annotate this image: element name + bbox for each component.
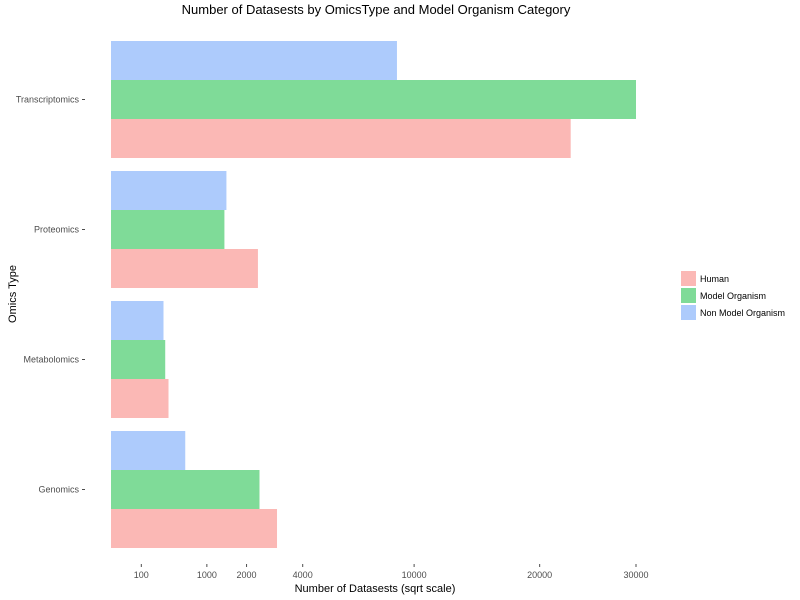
legend-swatch-non-model-organism xyxy=(681,305,696,320)
bar-genomics-non-model-organism xyxy=(111,431,186,470)
x-tick-label-4000: 4000 xyxy=(293,570,313,580)
legend: Human Model Organism Non Model Organism xyxy=(681,271,785,320)
bar-metabolomics-non-model-organism xyxy=(111,301,164,340)
legend-swatch-model-organism xyxy=(681,288,696,303)
bar-proteomics-human xyxy=(111,249,258,288)
x-tick-label-100: 100 xyxy=(134,570,149,580)
x-axis: 100 1000 2000 4000 10000 20000 30000 xyxy=(134,564,649,580)
x-tick-label-10000: 10000 xyxy=(402,570,427,580)
legend-label-human: Human xyxy=(700,274,729,284)
bars-group xyxy=(111,41,636,548)
bar-transcriptomics-human xyxy=(111,119,571,158)
bar-transcriptomics-non-model-organism xyxy=(111,41,397,80)
legend-label-non-model-organism: Non Model Organism xyxy=(700,308,785,318)
y-tick-label-transcriptomics: Transcriptomics xyxy=(16,95,80,105)
bar-proteomics-model-organism xyxy=(111,210,225,249)
y-tick-label-metabolomics: Metabolomics xyxy=(23,355,79,365)
x-tick-label-2000: 2000 xyxy=(237,570,257,580)
y-tick-label-genomics: Genomics xyxy=(38,485,79,495)
x-tick-label-30000: 30000 xyxy=(623,570,648,580)
bar-genomics-model-organism xyxy=(111,470,260,509)
bar-metabolomics-model-organism xyxy=(111,340,166,379)
bar-metabolomics-human xyxy=(111,379,169,418)
y-axis-title: Omics Type xyxy=(7,265,19,323)
bar-genomics-human xyxy=(111,509,278,548)
y-tick-label-proteomics: Proteomics xyxy=(34,225,80,235)
bar-proteomics-non-model-organism xyxy=(111,171,227,210)
x-tick-label-1000: 1000 xyxy=(197,570,217,580)
chart-title: Number of Datasests by OmicsType and Mod… xyxy=(182,2,571,17)
legend-label-model-organism: Model Organism xyxy=(700,291,766,301)
y-axis: Transcriptomics Proteomics Metabolomics Gen… xyxy=(16,95,85,495)
legend-swatch-human xyxy=(681,271,696,286)
x-tick-label-20000: 20000 xyxy=(527,570,552,580)
bar-transcriptomics-model-organism xyxy=(111,80,636,119)
x-axis-title: Number of Datasests (sqrt scale) xyxy=(295,583,456,595)
